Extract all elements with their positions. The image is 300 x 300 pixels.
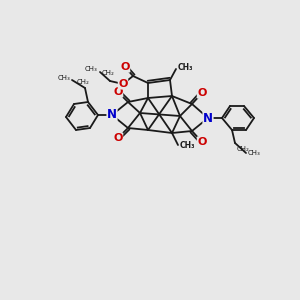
Text: N: N — [107, 109, 117, 122]
Text: CH₃: CH₃ — [248, 150, 261, 156]
Text: CH₂: CH₂ — [102, 70, 114, 76]
Text: O: O — [197, 137, 207, 147]
Text: CH₃: CH₃ — [180, 140, 196, 149]
Text: CH₃: CH₃ — [84, 66, 97, 72]
Text: O: O — [113, 87, 123, 97]
Text: O: O — [120, 62, 130, 72]
Text: N: N — [203, 112, 213, 124]
Text: O: O — [197, 88, 207, 98]
Text: CH₂: CH₂ — [76, 79, 89, 85]
Text: O: O — [118, 79, 128, 89]
Text: CH₂: CH₂ — [237, 146, 250, 152]
Text: CH₃: CH₃ — [178, 64, 194, 73]
Text: O: O — [113, 133, 123, 143]
Text: CH₃: CH₃ — [57, 75, 70, 81]
